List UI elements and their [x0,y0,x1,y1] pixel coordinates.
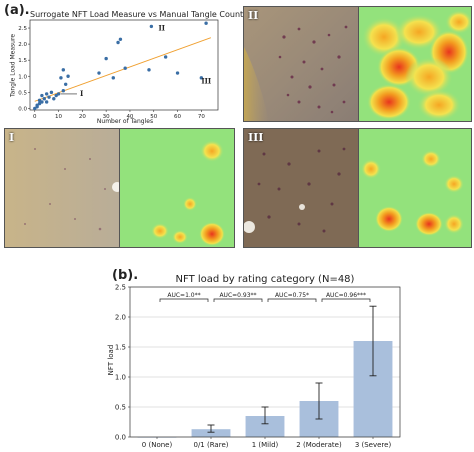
comparison-bracket [321,298,371,302]
scatter-annotation: II [159,24,166,33]
scatter-plot-frame [29,19,219,111]
scatter-point [199,76,204,80]
bar-ytick-label: 1.5 [115,344,126,352]
scatter-point [61,89,66,93]
scatter-point [175,71,180,75]
comparison-bracket [267,298,317,302]
heatmap-iii [358,128,472,248]
scatter-point [42,97,46,101]
bar-mark [245,416,285,437]
panel-a-label: (a). [4,3,30,18]
scatter-xlabel: Number of Tangles [96,118,154,125]
scatter-point [111,76,115,80]
scatter-point [44,100,49,104]
scatter-annotation: I [80,89,83,98]
scatter-point [33,106,37,111]
bar-category-label: 0 (None) [142,441,173,449]
scatter-point [61,68,66,72]
tissue-image-iii: III [243,128,359,248]
bar-ytick-label: 2.5 [115,284,126,292]
bar-category-label: 0/1 (Rare) [194,441,229,449]
panel-iii-label: III [248,131,264,144]
bar-plot-frame [129,286,401,438]
comparison-label: AUC=1.0** [167,292,200,299]
bar-title: NFT load by rating category (N=48) [175,274,355,285]
scatter-point [52,97,56,101]
scatter-point [44,92,49,96]
bar-ytick-label: 1.0 [115,374,126,382]
scatter-point [47,95,51,99]
bar-category-label: 3 (Severe) [355,441,392,449]
scatter-ytick-label: 1.5 [18,58,27,64]
scatter-point [147,68,151,72]
scatter-point [104,56,108,61]
scatter-ytick-label: 0.5 [18,90,27,96]
panel-b-label: (b). [112,268,139,283]
scatter-point [149,24,154,29]
heatmap-ii [358,6,472,122]
comparison-label: AUC=0.75* [275,292,309,299]
tissue-image-i: I [4,128,120,248]
comparison-label: AUC=0.93** [219,292,256,299]
scatter-ytick-label: 0.0 [18,106,27,112]
scatter-point [40,100,44,104]
scatter-point [118,37,123,41]
bar-ytick-label: 0.0 [115,434,126,442]
scatter-xtick-label: 50 [150,114,157,120]
scatter-ytick-label: 1.0 [18,74,27,80]
scatter-point [123,66,127,70]
scatter-xtick-label: 70 [198,114,205,120]
scatter-title: Surrogate NFT Load Measure vs Manual Tan… [30,10,279,19]
scatter-point [35,103,39,107]
scatter-point [97,71,101,75]
scatter-point [63,82,68,86]
scatter-point [56,92,61,96]
scatter-ytick-label: 2.0 [18,42,27,48]
scatter-xtick-label: 10 [55,114,62,120]
scatter-xtick-label: 0 [33,114,37,120]
scatter-point [40,93,44,98]
scatter-point [66,74,70,78]
scatter-point [37,98,42,103]
scatter-xtick-label: 30 [103,114,110,120]
scatter-point [163,55,168,59]
scatter-point [37,101,42,106]
comparison-bracket [213,298,263,302]
scatter-point [204,21,208,25]
scatter-point [54,93,58,98]
scatter-xtick-label: 40 [126,114,133,120]
bar-category-label: 1 (Mild) [252,441,279,449]
comparison-label: AUC=0.96*** [326,292,366,299]
scatter-ytick-label: 2.5 [18,26,27,32]
tissue-image-ii: II [243,6,359,122]
heatmap-i [119,128,235,248]
panel-i-label: I [9,131,15,144]
bar-ytick-label: 2.0 [115,314,126,322]
bar-category-label: 2 (Moderate) [296,441,342,449]
scatter-point [59,76,63,80]
scatter-xtick-label: 60 [174,114,181,120]
scatter-xtick-label: 20 [79,114,86,120]
panel-ii-label: II [248,9,259,22]
scatter-point [116,40,120,45]
bar-mark [191,429,231,437]
scatter-point [49,90,54,95]
bar-ytick-label: 0.5 [115,404,126,412]
comparison-bracket [159,298,209,302]
scatter-annotation: III [201,77,211,86]
